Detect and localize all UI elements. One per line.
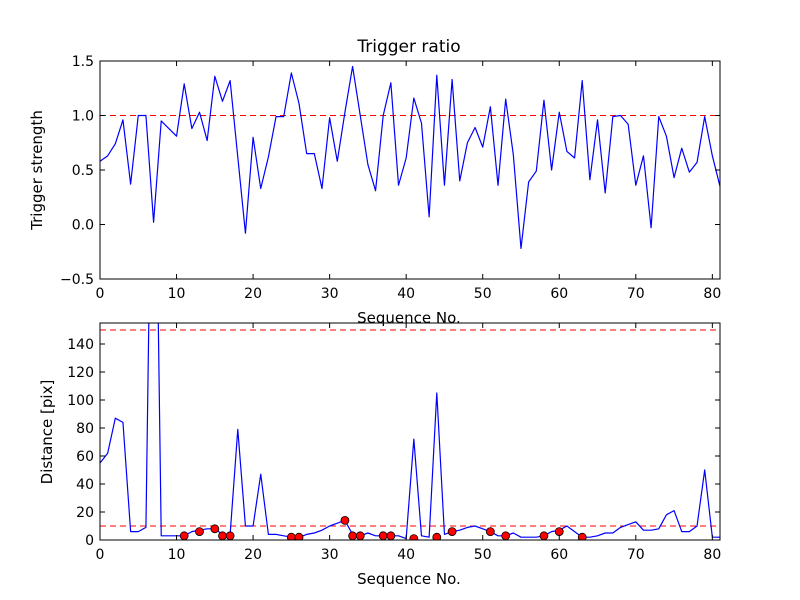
data-point-marker xyxy=(386,531,396,540)
y-tick-label: −0.5 xyxy=(60,272,94,288)
x-tick-label: 20 xyxy=(244,286,262,302)
data-point-marker xyxy=(218,531,227,540)
y-tick-label: 0.0 xyxy=(72,218,94,234)
y-tick-label: 60 xyxy=(76,449,94,465)
x-axis-label: Sequence No. xyxy=(357,570,461,588)
x-axis: 0 10 20 30 40 50 60 70 80 xyxy=(96,323,721,563)
data-point-marker xyxy=(539,531,549,540)
data-point-marker xyxy=(355,531,365,540)
data-point-marker xyxy=(179,531,189,540)
data-point-marker xyxy=(447,527,457,536)
x-tick-label: 70 xyxy=(627,286,645,302)
y-tick-label: 1.0 xyxy=(72,109,94,125)
y-tick-label: 100 xyxy=(67,393,94,409)
y-tick-label: 40 xyxy=(76,477,94,493)
x-tick-label: 20 xyxy=(244,547,262,563)
y-axis: −0.5 0.0 0.5 1.0 1.5 xyxy=(60,54,720,288)
x-tick-label: 40 xyxy=(397,547,415,563)
chart-title: Trigger ratio xyxy=(356,37,460,57)
chart-trigger-ratio: Trigger ratio 0 10 20 30 40 50 60 70 80 −0.50.00… xyxy=(28,37,721,327)
marker-series xyxy=(179,516,587,540)
x-tick-label: 80 xyxy=(703,286,721,302)
data-point-marker xyxy=(409,534,419,540)
x-tick-label: 30 xyxy=(321,547,339,563)
x-tick-label: 60 xyxy=(550,286,568,302)
y-axis: 0 20 40 60 80 100 120 140 xyxy=(67,337,720,549)
data-point-marker xyxy=(485,527,495,536)
x-tick-label: 50 xyxy=(474,547,492,563)
x-tick-label: 30 xyxy=(321,286,339,302)
x-axis: 0 10 20 30 40 50 60 70 80 xyxy=(96,61,721,302)
data-point-marker xyxy=(348,531,357,540)
x-tick-label: 0 xyxy=(96,547,105,563)
y-tick-label: 120 xyxy=(67,365,94,381)
threshold-lines xyxy=(100,329,720,527)
x-axis-label: Sequence No. xyxy=(357,309,461,327)
y-tick-label: 1.5 xyxy=(72,54,94,70)
data-series xyxy=(100,65,720,250)
x-tick-label: 40 xyxy=(397,286,415,302)
y-tick-label: 80 xyxy=(76,421,94,437)
plot-frame xyxy=(99,322,721,541)
data-point-marker xyxy=(195,527,204,536)
x-tick-label: 70 xyxy=(627,547,645,563)
data-point-marker xyxy=(577,532,587,540)
data-point-marker xyxy=(294,532,304,540)
x-tick-label: 80 xyxy=(703,547,721,563)
series-line xyxy=(100,65,720,250)
data-point-marker xyxy=(501,531,511,540)
y-tick-label: 140 xyxy=(67,337,94,353)
data-point-marker xyxy=(378,531,388,540)
data-point-marker xyxy=(432,532,442,540)
x-tick-label: 60 xyxy=(550,547,568,563)
y-tick-label: 0 xyxy=(85,533,94,549)
y-tick-label: 0.5 xyxy=(72,163,94,179)
y-tick-label: 20 xyxy=(76,505,94,521)
data-point-marker xyxy=(210,524,220,534)
x-tick-label: 0 xyxy=(96,286,105,302)
x-tick-label: 50 xyxy=(474,286,492,302)
y-axis-label: Distance [pix] xyxy=(38,380,56,485)
x-tick-label: 10 xyxy=(168,286,186,302)
y-axis-label: Trigger strength xyxy=(28,110,46,231)
data-point-marker xyxy=(340,516,350,525)
x-tick-label: 10 xyxy=(168,547,186,563)
data-point-marker xyxy=(554,527,564,536)
data-point-marker xyxy=(225,531,235,540)
chart-distance: 0 10 20 30 40 50 60 70 80 0 20 40 60 80 100 120 140 Seq… xyxy=(38,322,721,588)
